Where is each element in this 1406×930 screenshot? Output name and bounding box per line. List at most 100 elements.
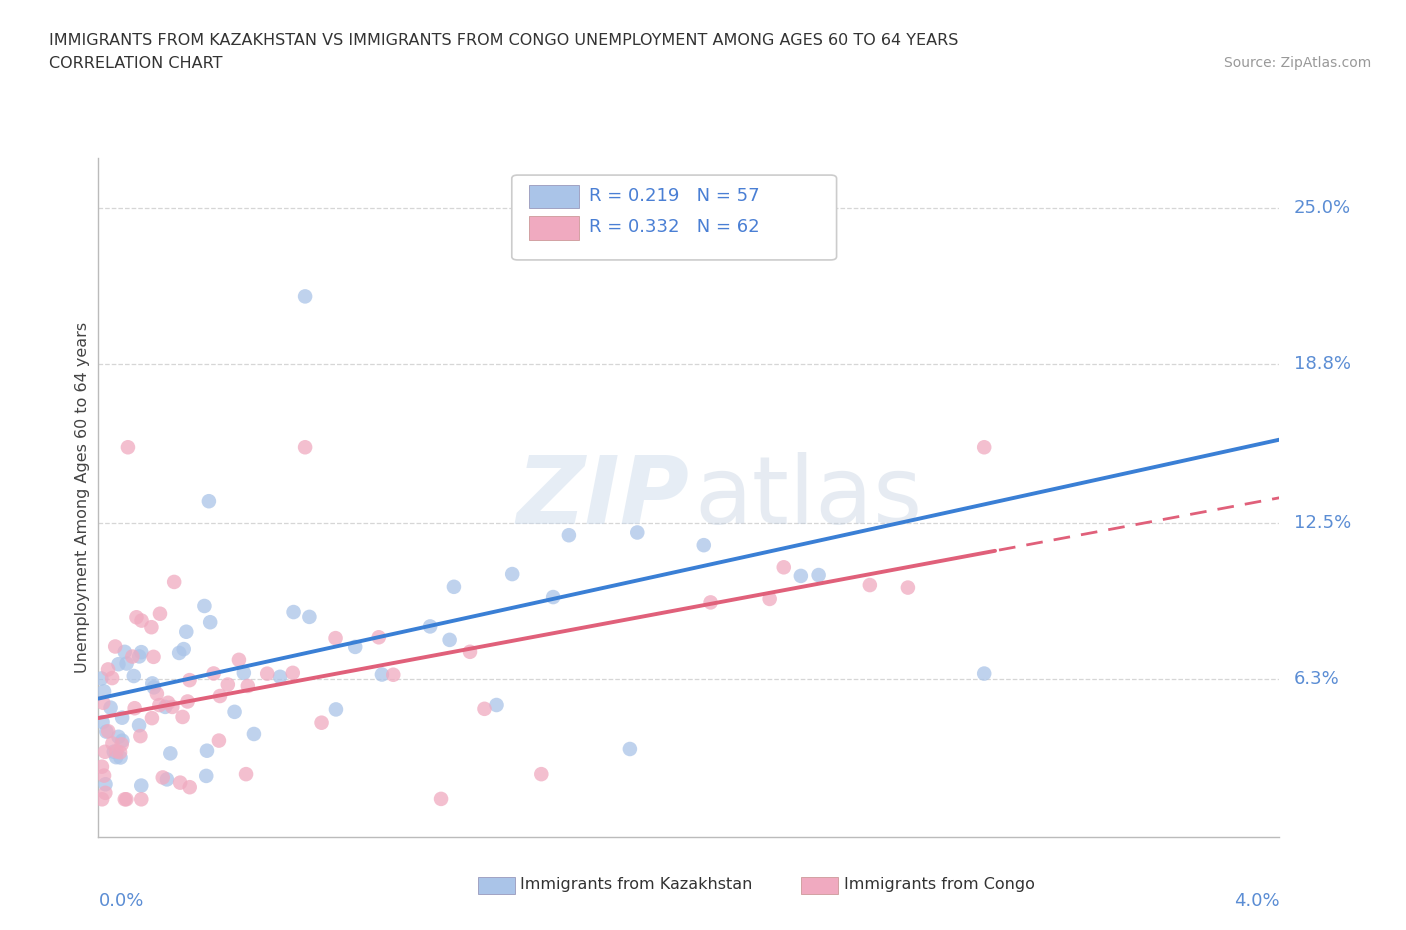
Text: atlas: atlas [695, 452, 924, 543]
Point [772, 560, 794, 575]
Point [100, 700, 122, 715]
Point [176, 694, 198, 709]
Point [173, 642, 195, 657]
Text: ZIP: ZIP [516, 452, 689, 543]
Point [232, 666, 254, 681]
Point [91, 714, 114, 729]
Text: 0.0%: 0.0% [98, 892, 143, 910]
Text: Source: ZipAtlas.com: Source: ZipAtlas.com [1223, 56, 1371, 70]
Point [558, 528, 581, 543]
Point [111, 737, 134, 751]
Point [156, 772, 179, 787]
Point [107, 657, 129, 671]
Text: CORRELATION CHART: CORRELATION CHART [49, 56, 222, 71]
Point [105, 744, 128, 759]
Point [281, 666, 304, 681]
Text: R = 0.219   N = 57: R = 0.219 N = 57 [589, 187, 759, 206]
Point [141, 676, 163, 691]
Point [94, 744, 117, 759]
Point [530, 766, 553, 781]
FancyBboxPatch shape [530, 217, 579, 240]
Point [224, 704, 246, 719]
Point [419, 619, 441, 634]
Point [104, 639, 127, 654]
Point [169, 776, 191, 790]
Point [152, 770, 174, 785]
Point [179, 779, 201, 794]
Point [141, 619, 163, 634]
Point [101, 671, 124, 685]
Point [174, 624, 197, 639]
Text: Immigrants from Congo: Immigrants from Congo [844, 877, 1035, 892]
Point [269, 670, 291, 684]
Point [110, 751, 132, 765]
Point [97, 662, 120, 677]
Point [541, 590, 564, 604]
Point [111, 733, 134, 748]
Point [758, 591, 780, 606]
FancyBboxPatch shape [512, 175, 837, 260]
Point [128, 649, 150, 664]
FancyBboxPatch shape [530, 185, 579, 208]
Point [90, 671, 112, 686]
Point [294, 289, 316, 304]
Point [97, 724, 120, 738]
Point [256, 666, 278, 681]
Point [294, 440, 316, 455]
Point [325, 702, 347, 717]
Point [897, 580, 920, 595]
Point [172, 710, 194, 724]
Point [807, 567, 830, 582]
Point [163, 575, 186, 590]
Point [157, 696, 180, 711]
Text: Immigrants from Kazakhstan: Immigrants from Kazakhstan [520, 877, 752, 892]
Point [217, 677, 239, 692]
Point [94, 786, 117, 801]
Point [458, 644, 481, 659]
Point [91, 791, 114, 806]
Point [228, 653, 250, 668]
Point [101, 736, 124, 751]
Point [93, 768, 115, 783]
Point [179, 672, 201, 687]
Point [115, 791, 138, 806]
Point [105, 750, 128, 764]
Point [111, 711, 134, 725]
Point [93, 684, 115, 698]
Point [124, 701, 146, 716]
Point [96, 724, 118, 739]
Point [115, 656, 138, 671]
Point [311, 715, 333, 730]
Point [128, 718, 150, 733]
Point [129, 729, 152, 744]
Point [443, 579, 465, 594]
Point [193, 599, 215, 614]
Point [91, 696, 114, 711]
Point [142, 649, 165, 664]
Point [155, 699, 177, 714]
Point [122, 669, 145, 684]
Point [626, 525, 648, 540]
Text: 12.5%: 12.5% [1294, 513, 1351, 532]
Point [198, 494, 221, 509]
Text: 4.0%: 4.0% [1234, 892, 1279, 910]
Point [198, 615, 221, 630]
Y-axis label: Unemployment Among Ages 60 to 64 years: Unemployment Among Ages 60 to 64 years [75, 322, 90, 673]
Point [202, 666, 225, 681]
Point [501, 566, 523, 581]
Point [344, 640, 367, 655]
Point [125, 610, 148, 625]
Point [382, 668, 405, 683]
Point [108, 745, 131, 760]
Point [439, 632, 461, 647]
Point [129, 778, 152, 793]
Point [501, 138, 523, 153]
Point [149, 606, 172, 621]
Point [159, 746, 181, 761]
Point [117, 440, 139, 455]
Point [371, 667, 394, 682]
Point [162, 699, 184, 714]
Point [283, 604, 305, 619]
Point [236, 679, 259, 694]
Point [693, 538, 716, 552]
